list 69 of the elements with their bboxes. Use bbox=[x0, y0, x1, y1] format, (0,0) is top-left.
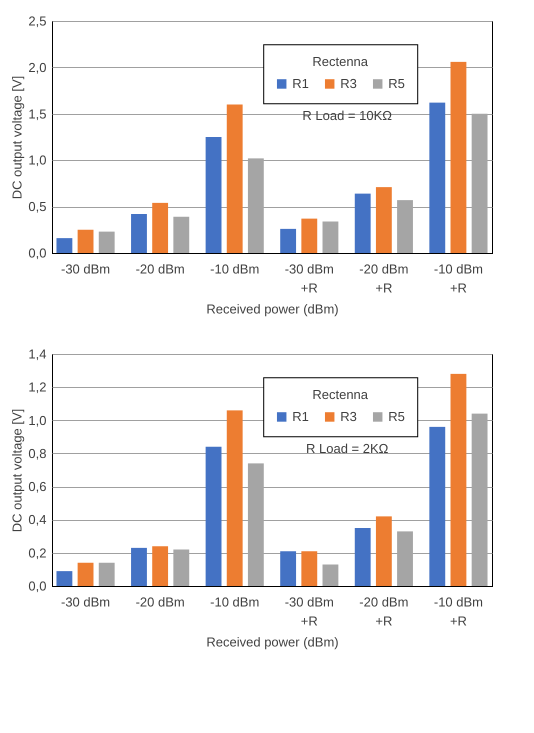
bar bbox=[376, 187, 392, 253]
y-tick-label: 1,0 bbox=[28, 412, 46, 428]
y-axis-title: DC output voltage [V] bbox=[9, 408, 24, 532]
x-tick-label: -20 dBm bbox=[136, 262, 185, 276]
y-tick-label: 0,2 bbox=[28, 545, 46, 560]
x-tick-label: -20 dBm +R bbox=[359, 262, 408, 296]
legend-label: R1 bbox=[292, 76, 309, 91]
annotation: R Load = 10KΩ bbox=[302, 108, 392, 124]
legend-label: R3 bbox=[340, 408, 357, 424]
y-axis-title: DC output voltage [V] bbox=[9, 76, 24, 200]
bar bbox=[206, 137, 222, 253]
bar bbox=[98, 562, 115, 586]
legend-title: Rectenna bbox=[312, 387, 369, 402]
legend-label: R1 bbox=[292, 408, 309, 424]
legend-label: R5 bbox=[388, 76, 405, 91]
x-tick-label: -30 dBm bbox=[60, 262, 110, 276]
x-tick-label: -30 dBm +R bbox=[284, 594, 334, 628]
x-tick-label: -30 dBm +R bbox=[284, 262, 334, 296]
y-tick-label: 1,2 bbox=[28, 380, 46, 395]
bar bbox=[450, 374, 466, 586]
bar bbox=[78, 230, 94, 253]
y-tick-label: 0,4 bbox=[28, 512, 46, 528]
y-tick-label: 2,0 bbox=[28, 60, 46, 75]
bar bbox=[301, 551, 318, 586]
bar bbox=[56, 571, 72, 586]
bar bbox=[322, 564, 338, 586]
bar bbox=[78, 562, 94, 586]
legend-label: R3 bbox=[340, 76, 357, 91]
bar bbox=[173, 216, 190, 253]
bar bbox=[450, 62, 466, 253]
legend-title: Rectenna bbox=[312, 54, 369, 70]
bar bbox=[226, 410, 243, 586]
bar bbox=[301, 218, 318, 253]
bar bbox=[280, 551, 296, 586]
x-tick-label: -10 dBm +R bbox=[434, 262, 484, 296]
bar bbox=[429, 102, 446, 253]
bar bbox=[226, 104, 243, 253]
bar bbox=[206, 446, 222, 586]
bar bbox=[131, 214, 147, 253]
y-tick-label: 2,5 bbox=[28, 14, 46, 28]
x-tick-label: -10 dBm bbox=[210, 262, 260, 276]
bar bbox=[152, 202, 168, 253]
bar bbox=[56, 238, 72, 253]
bar bbox=[322, 221, 338, 253]
x-axis-title: Received power (dBm) bbox=[206, 302, 339, 316]
bar bbox=[354, 528, 371, 586]
y-tick-label: 0,5 bbox=[28, 199, 46, 214]
bar bbox=[152, 546, 168, 586]
x-tick-label: -10 dBm +R bbox=[434, 594, 484, 628]
x-tick-label: -30 dBm bbox=[60, 594, 110, 610]
y-tick-label: 0,6 bbox=[28, 479, 46, 494]
bar bbox=[131, 548, 147, 586]
y-tick-label: 0,0 bbox=[28, 578, 46, 594]
x-axis-title: Received power (dBm) bbox=[206, 634, 339, 650]
bar bbox=[98, 232, 115, 253]
y-tick-label: 1,4 bbox=[28, 346, 46, 362]
bar bbox=[429, 426, 446, 586]
x-tick-label: -20 dBm bbox=[136, 594, 185, 610]
bar bbox=[354, 194, 371, 253]
bar bbox=[376, 516, 392, 586]
bar bbox=[280, 228, 296, 253]
legend-label: R5 bbox=[388, 408, 405, 424]
annotation: R Load = 2KΩ bbox=[306, 441, 389, 456]
y-tick-label: 0,8 bbox=[28, 446, 46, 461]
y-tick-label: 1,5 bbox=[28, 106, 46, 122]
y-tick-label: 1,0 bbox=[28, 152, 46, 168]
x-tick-label: -20 dBm +R bbox=[359, 594, 408, 628]
y-tick-label: 0,0 bbox=[28, 246, 46, 260]
x-tick-label: -10 dBm bbox=[210, 594, 260, 610]
